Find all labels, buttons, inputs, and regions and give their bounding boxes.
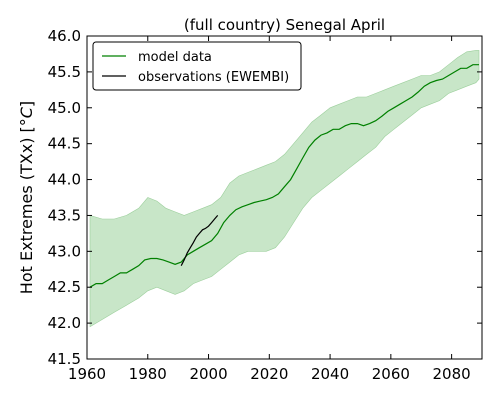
y-axis-label: Hot Extremes (TXx) [°C] <box>17 101 36 294</box>
y-tick-label: 42.5 <box>48 278 81 296</box>
x-tick-label: 2040 <box>311 365 349 383</box>
y-tick-label: 45.0 <box>48 99 81 117</box>
ticks-layer: 1960 1980 2000 2020 2040 2060 2080 41.5 42.0 42.5… <box>48 27 482 383</box>
series-layer <box>89 64 479 288</box>
x-tick-label: 1980 <box>129 365 167 383</box>
y-tick-label: 41.5 <box>48 350 81 368</box>
legend-box <box>92 41 302 91</box>
legend: model data observations (EWEMBI) <box>92 41 302 91</box>
y-tick-label: 43.0 <box>48 242 81 260</box>
legend-label-observations: observations (EWEMBI) <box>138 70 289 85</box>
y-axis-label-unit: °C <box>17 106 36 126</box>
y-axis-label-end: ] <box>17 101 36 107</box>
chart-title: (full country) Senegal April <box>184 16 385 34</box>
x-tick-label: 1960 <box>68 365 106 383</box>
x-tick-label: 2020 <box>250 365 288 383</box>
legend-label-model-data: model data <box>138 50 212 65</box>
y-tick-label: 44.5 <box>48 135 81 153</box>
x-tick-label: 2080 <box>433 365 471 383</box>
y-tick-label: 42.0 <box>48 314 81 332</box>
x-tick-label: 2060 <box>372 365 410 383</box>
model-data-line <box>89 64 479 288</box>
observations-line <box>180 215 219 266</box>
y-axis-label-main: Hot Extremes (TXx) [ <box>17 126 36 294</box>
y-tick-label: 44.0 <box>48 171 81 189</box>
x-tick-label: 2000 <box>189 365 227 383</box>
plot-frame <box>86 35 483 360</box>
model-range-band-layer <box>89 50 480 328</box>
model-range-band <box>89 50 480 328</box>
y-tick-label: 45.5 <box>48 63 81 81</box>
y-tick-label: 43.5 <box>48 206 81 224</box>
y-tick-label: 46.0 <box>48 27 81 45</box>
